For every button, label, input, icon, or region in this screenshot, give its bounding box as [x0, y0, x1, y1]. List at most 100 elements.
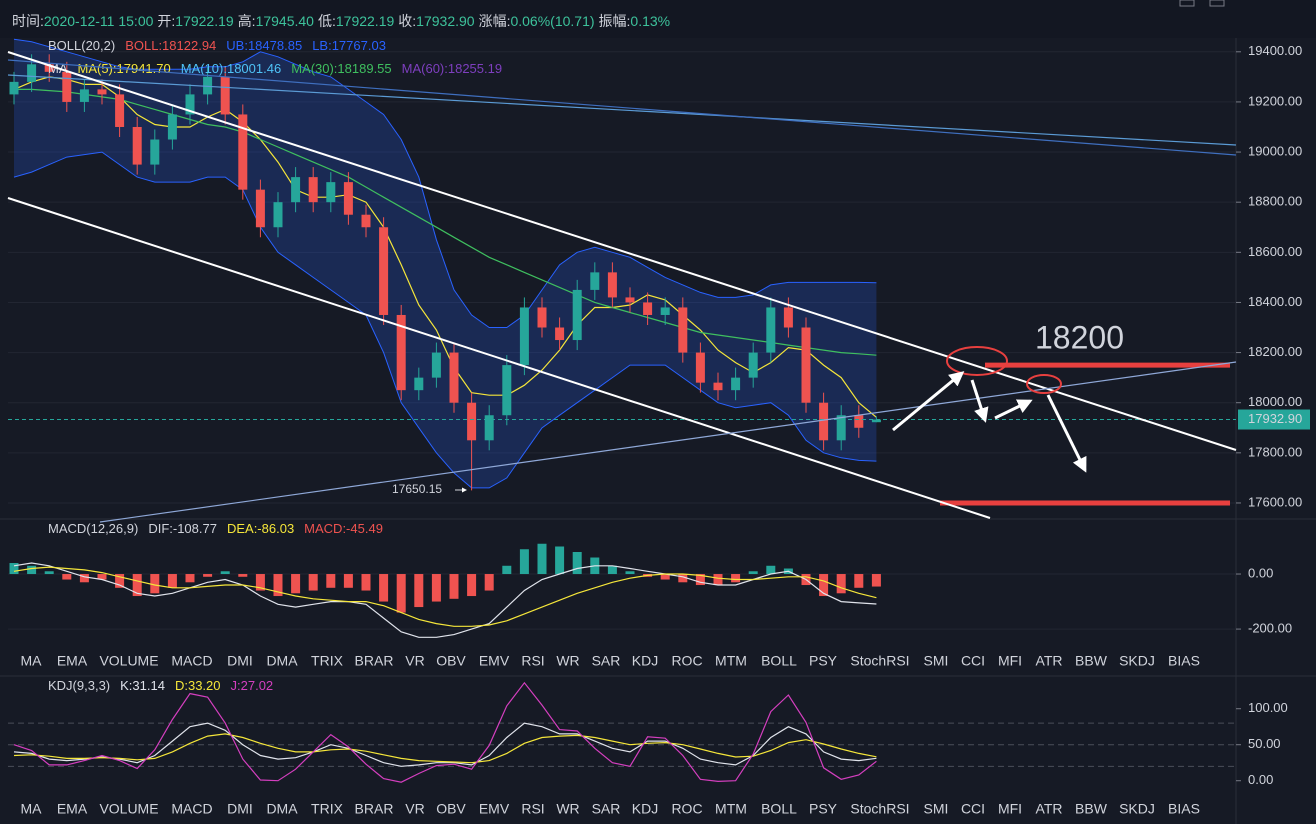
indicator-tab[interactable]: TRIX [311, 801, 344, 817]
indicator-tab[interactable]: SAR [592, 801, 621, 817]
header-value: 0.06%(10.71) [510, 13, 594, 29]
indicator-tab[interactable]: BOLL [761, 653, 797, 669]
indicator-tab[interactable]: StochRSI [850, 653, 909, 669]
indicator-tab[interactable]: WR [556, 653, 579, 669]
indicator-tab[interactable]: ATR [1036, 801, 1063, 817]
macd-bar [484, 574, 494, 591]
indicator-tab[interactable]: MACD [171, 653, 212, 669]
indicator-tab[interactable]: MFI [998, 801, 1022, 817]
indicator-tab[interactable]: MFI [998, 653, 1022, 669]
indicator-tab[interactable]: SKDJ [1119, 653, 1155, 669]
indicator-tab[interactable]: KDJ [632, 653, 658, 669]
indicator-tab[interactable]: MACD [171, 801, 212, 817]
macd-bar [79, 574, 89, 583]
header-label: 振幅: [599, 13, 631, 29]
indicator-tab[interactable]: BRAR [355, 801, 394, 817]
indicator-tab[interactable]: ROC [671, 653, 702, 669]
candle-body [555, 327, 565, 341]
indicator-tab[interactable]: BBW [1075, 653, 1108, 669]
indicator-tab[interactable]: MA [21, 801, 43, 817]
toolbar-icon[interactable] [1179, 0, 1195, 7]
candle-body [519, 307, 529, 366]
macd-bar [660, 574, 670, 580]
macd-bar [273, 574, 283, 597]
y-tick-label: 0.00 [1248, 565, 1273, 580]
y-tick-label: -200.00 [1248, 621, 1292, 636]
legend-entry: K:31.14 [120, 678, 165, 693]
candle-body [27, 64, 37, 82]
y-tick-label: 19200.00 [1248, 93, 1302, 108]
macd-bar [467, 574, 477, 597]
trend-line [7, 51, 1237, 451]
macd-bar [132, 574, 142, 597]
indicator-tab[interactable]: RSI [521, 653, 544, 669]
macd-bar [414, 574, 424, 608]
candle-body [150, 139, 160, 165]
indicator-tab[interactable]: PSY [809, 801, 838, 817]
macd-bar [326, 574, 336, 588]
indicator-tab[interactable]: EMV [479, 653, 510, 669]
candle-body [590, 272, 600, 290]
indicator-tab[interactable]: MA [21, 653, 43, 669]
header-label: 高: [238, 13, 256, 29]
indicator-tab[interactable]: EMA [57, 653, 88, 669]
legend-entry: MA(60):18255.19 [402, 61, 502, 76]
macd-bar [625, 571, 635, 575]
macd-bar [343, 574, 353, 588]
macd-bar [449, 574, 459, 599]
legend-entry: LB:17767.03 [312, 38, 386, 53]
indicator-tab[interactable]: VOLUME [99, 801, 158, 817]
macd-bar [203, 574, 213, 577]
candle-body [185, 94, 195, 115]
indicator-tab[interactable]: BIAS [1168, 801, 1200, 817]
indicator-tab[interactable]: VR [405, 653, 424, 669]
toolbar-icon[interactable] [1209, 0, 1225, 7]
indicator-tab[interactable]: SKDJ [1119, 801, 1155, 817]
candle-body [819, 402, 829, 441]
indicator-tab[interactable]: RSI [521, 801, 544, 817]
indicator-tab[interactable]: DMA [266, 801, 298, 817]
indicator-tab[interactable]: EMV [479, 801, 510, 817]
indicator-tab[interactable]: ATR [1036, 653, 1063, 669]
macd-bar [220, 571, 230, 575]
indicator-tab[interactable]: DMA [266, 653, 298, 669]
indicator-tab[interactable]: EMA [57, 801, 88, 817]
indicator-tab[interactable]: VOLUME [99, 653, 158, 669]
indicator-tab[interactable]: TRIX [311, 653, 344, 669]
indicator-tab[interactable]: VR [405, 801, 424, 817]
indicator-tab[interactable]: CCI [961, 653, 985, 669]
indicator-tab[interactable]: MTM [715, 801, 747, 817]
indicator-tab[interactable]: BRAR [355, 653, 394, 669]
legend-entry: UB:18478.85 [226, 38, 302, 53]
legend: BOLL(20,2) BOLL:18122.94 UB:18478.85 LB:177… [48, 38, 386, 53]
indicator-tab[interactable]: BOLL [761, 801, 797, 817]
macd-bar [502, 565, 512, 575]
header-label: 涨幅: [479, 13, 511, 29]
candle-body [255, 189, 265, 228]
indicator-tab[interactable]: BBW [1075, 801, 1108, 817]
indicator-tab[interactable]: DMI [227, 653, 253, 669]
y-tick-label: 18800.00 [1248, 194, 1302, 209]
candle-body [836, 415, 846, 441]
indicator-tab[interactable]: SMI [924, 801, 949, 817]
indicator-tab[interactable]: SAR [592, 653, 621, 669]
indicator-tab[interactable]: KDJ [632, 801, 658, 817]
indicator-tab[interactable]: SMI [924, 653, 949, 669]
indicator-tab[interactable]: ROC [671, 801, 702, 817]
indicator-tab[interactable]: MTM [715, 653, 747, 669]
bollinger-line [13, 151, 877, 489]
indicator-tab[interactable]: WR [556, 801, 579, 817]
candle-body [238, 114, 248, 190]
indicator-tab[interactable]: DMI [227, 801, 253, 817]
indicator-tab[interactable]: CCI [961, 801, 985, 817]
indicator-tab[interactable]: PSY [809, 653, 838, 669]
indicator-tab[interactable]: StochRSI [850, 801, 909, 817]
legend-entry: MACD:-45.49 [304, 521, 383, 536]
macd-bar [871, 574, 881, 587]
trend-line [99, 361, 1237, 523]
y-tick-label: 0.00 [1248, 772, 1273, 787]
indicator-tab[interactable]: OBV [436, 653, 466, 669]
indicator-tab[interactable]: OBV [436, 801, 466, 817]
indicator-tab[interactable]: BIAS [1168, 653, 1200, 669]
